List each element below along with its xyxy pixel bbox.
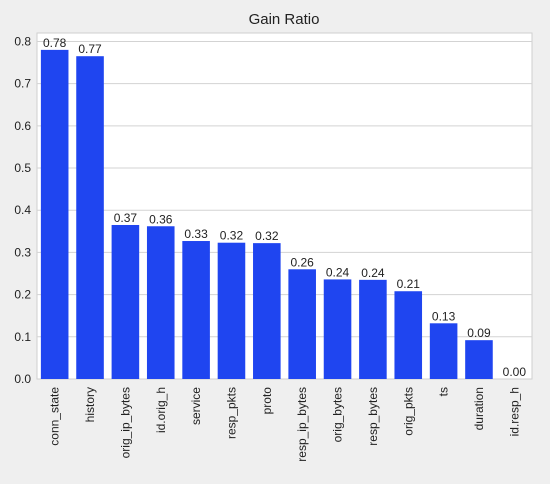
y-tick-label: 0.8 xyxy=(14,34,31,48)
bar-id.orig_h xyxy=(146,226,175,379)
y-tick-label: 0.5 xyxy=(14,161,31,175)
y-tick-label: 0.4 xyxy=(14,203,31,217)
value-label: 0.77 xyxy=(78,42,102,56)
x-tick-label: conn_state xyxy=(48,387,62,446)
x-tick-label: history xyxy=(83,387,97,422)
y-tick-label: 0.1 xyxy=(14,330,31,344)
value-label: 0.33 xyxy=(184,227,208,241)
bar-history xyxy=(76,56,104,380)
bar-resp_pkts xyxy=(217,242,246,379)
bar-service xyxy=(182,241,210,379)
bar-resp_bytes xyxy=(359,279,387,379)
x-tick-label: duration xyxy=(472,387,486,430)
value-label: 0.37 xyxy=(114,211,138,225)
y-axis-ticks: 0.0 0.1 0.2 0.3 0.4 0.5 0.6 0.7 0.8 xyxy=(14,34,31,386)
y-tick-label: 0.7 xyxy=(14,77,31,91)
y-tick-label: 0.2 xyxy=(14,288,31,302)
bar-duration xyxy=(465,340,493,379)
value-label: 0.32 xyxy=(255,229,279,243)
x-tick-label: orig_pkts xyxy=(401,387,415,436)
bar-orig_ip_bytes xyxy=(111,224,140,379)
plot-area xyxy=(36,32,533,380)
y-tick-label: 0.0 xyxy=(14,372,31,386)
value-label: 0.36 xyxy=(149,212,173,226)
chart-title: Gain Ratio xyxy=(249,11,320,28)
bar-resp_ip_bytes xyxy=(288,269,316,379)
bars xyxy=(40,49,493,380)
x-tick-label: ts xyxy=(437,387,451,396)
bar-orig_pkts xyxy=(394,291,423,379)
bar-ts xyxy=(429,323,458,379)
value-label: 0.00 xyxy=(503,365,527,379)
value-labels: 0.78 0.77 0.37 0.36 0.33 0.32 0.32 0.26 0.24 0.24… xyxy=(43,36,526,379)
bar-conn_state xyxy=(40,49,69,379)
x-tick-label: resp_bytes xyxy=(366,387,380,446)
x-tick-label: id.resp_h xyxy=(507,387,521,436)
x-tick-label: proto xyxy=(260,387,274,415)
value-label: 0.09 xyxy=(467,326,491,340)
value-label: 0.24 xyxy=(326,265,350,279)
y-tick-label: 0.3 xyxy=(14,245,31,259)
x-tick-label: id.orig_h xyxy=(154,387,168,433)
x-tick-label: orig_ip_bytes xyxy=(118,387,132,458)
x-tick-label: resp_pkts xyxy=(224,387,238,439)
value-label: 0.78 xyxy=(43,36,67,50)
x-tick-label: orig_bytes xyxy=(331,387,345,442)
value-label: 0.13 xyxy=(432,309,456,323)
x-axis-ticks: conn_state history orig_ip_bytes id.orig_h s… xyxy=(48,387,522,462)
value-label: 0.24 xyxy=(361,266,385,280)
value-label: 0.26 xyxy=(290,255,314,269)
value-label: 0.21 xyxy=(397,277,421,291)
x-tick-label: service xyxy=(189,387,203,425)
bar-orig_bytes xyxy=(323,279,352,379)
bar-proto xyxy=(253,243,281,379)
x-tick-label: resp_ip_bytes xyxy=(295,387,309,462)
value-label: 0.32 xyxy=(220,229,244,243)
y-tick-label: 0.6 xyxy=(14,119,31,133)
